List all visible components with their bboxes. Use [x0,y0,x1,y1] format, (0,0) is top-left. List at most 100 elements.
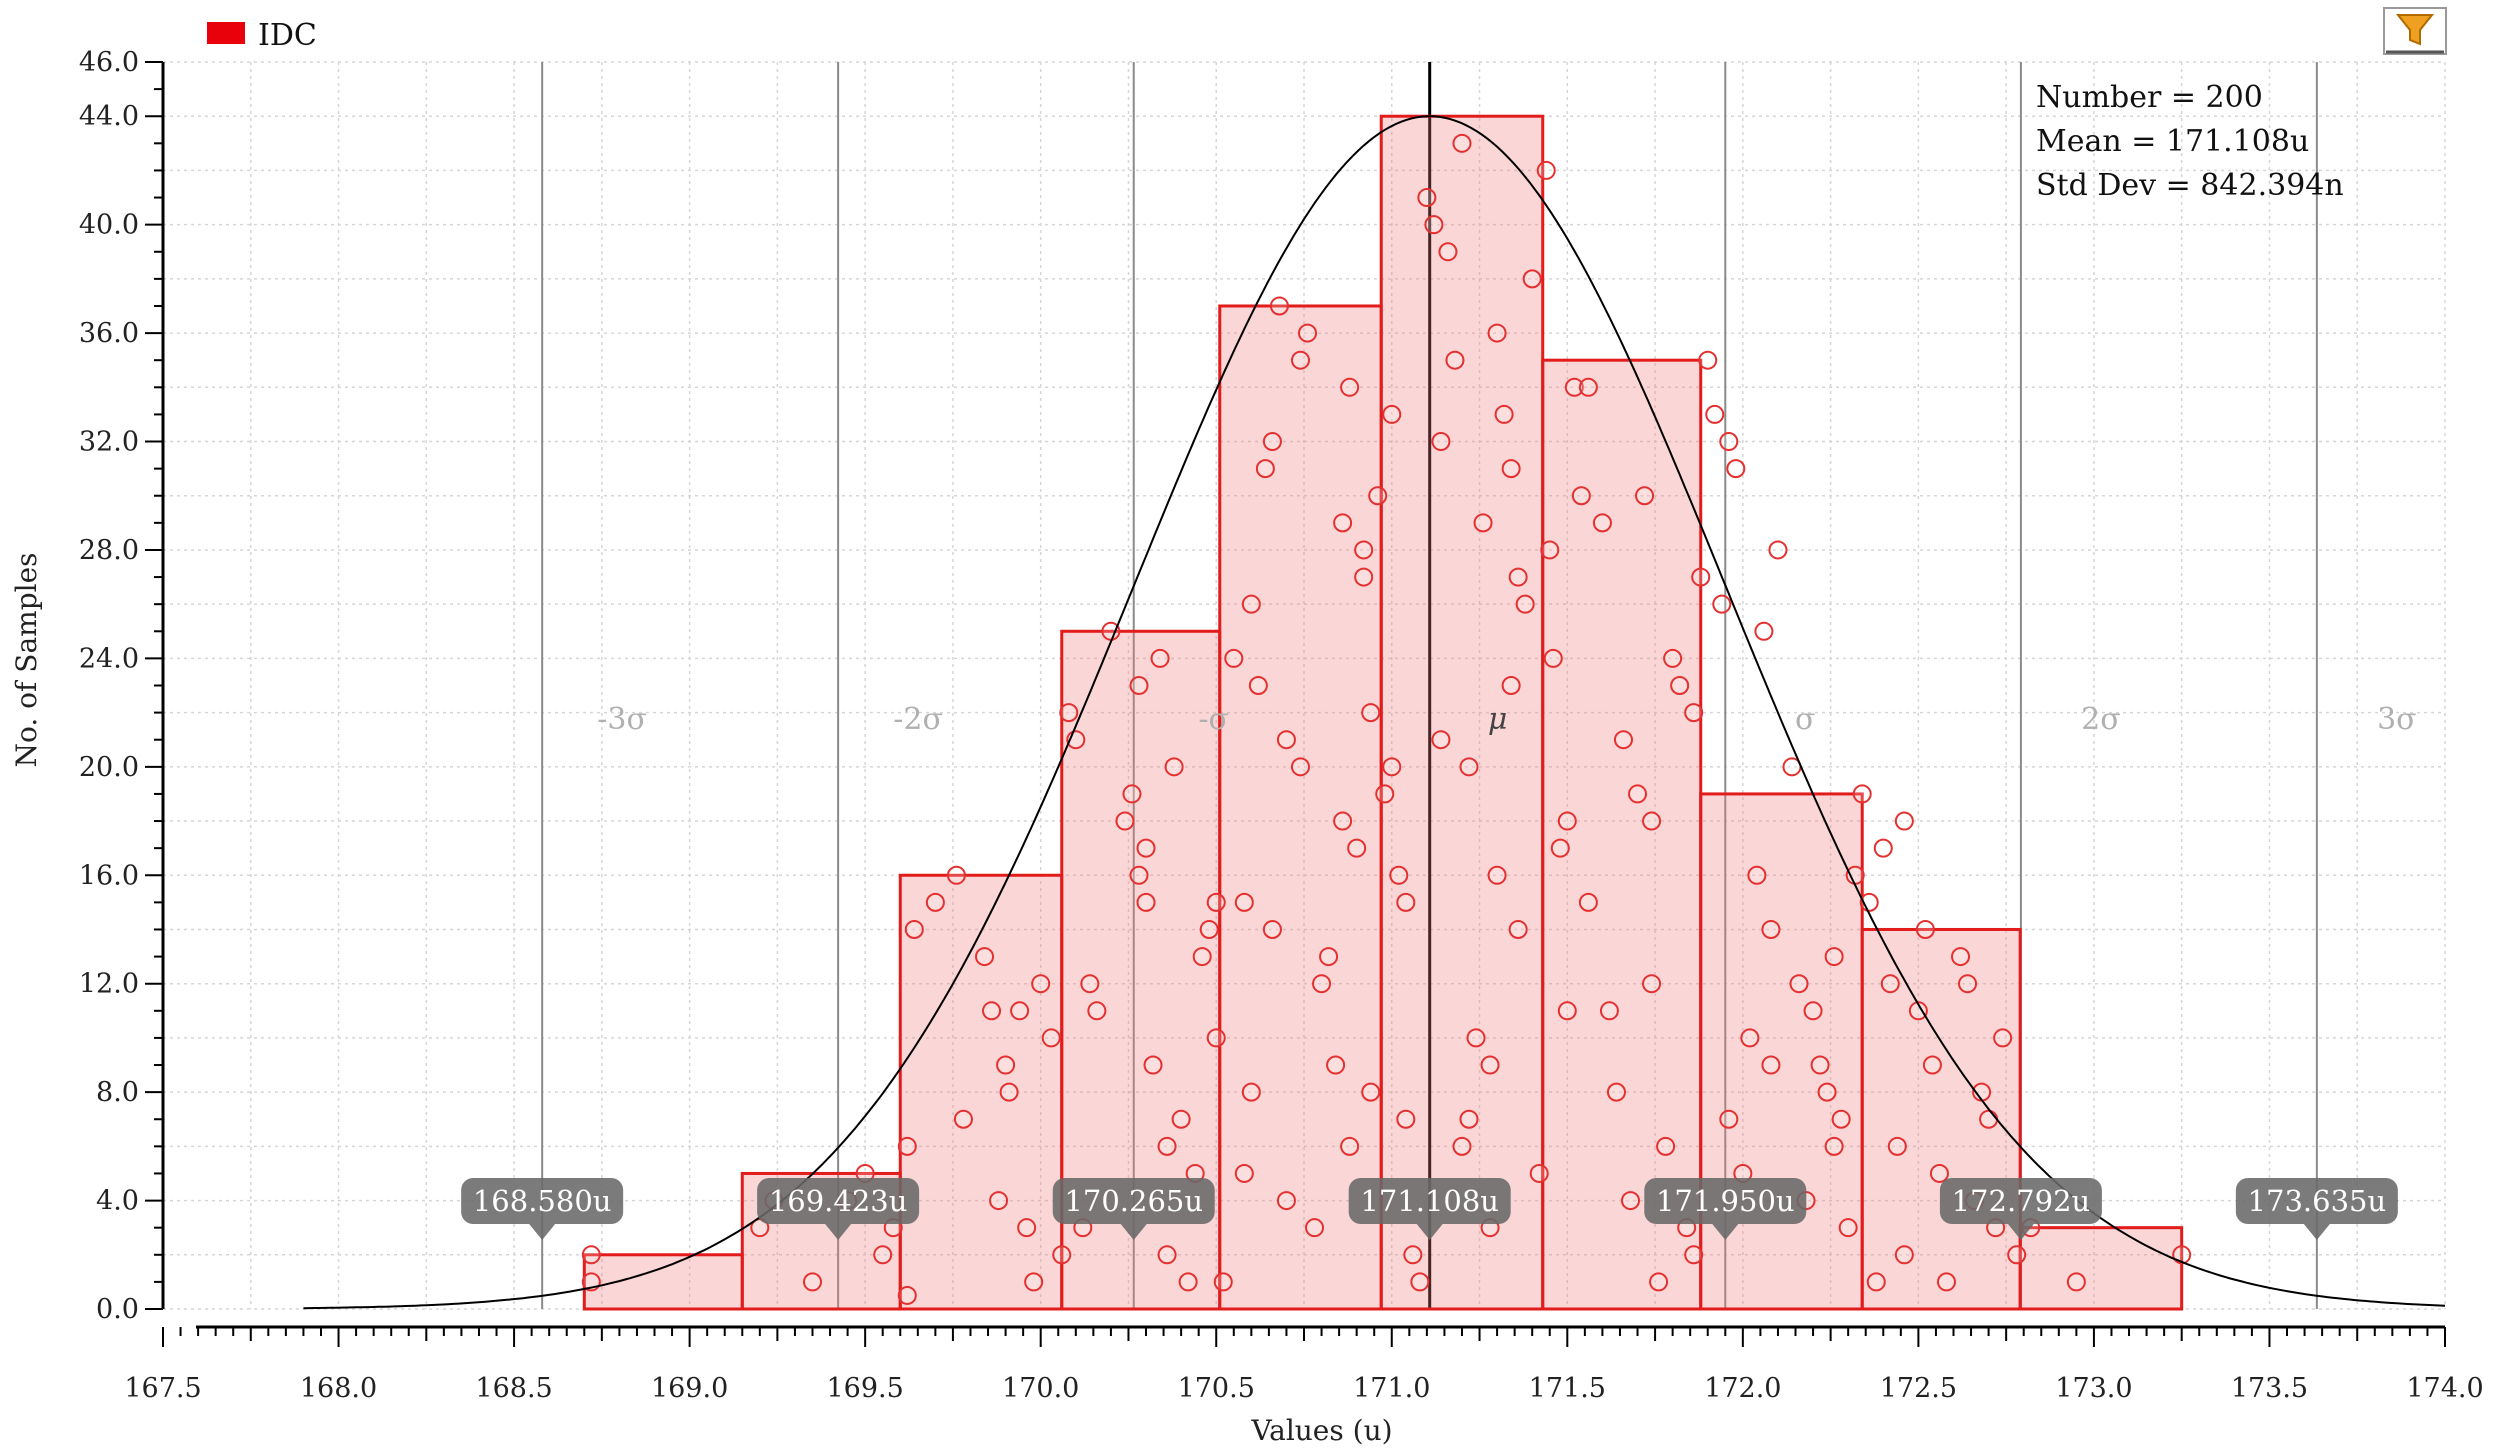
marker-pointer [1416,1224,1443,1240]
marker-pointer [825,1224,852,1240]
sample-point [873,1245,893,1265]
marker-box [1644,1178,1807,1224]
sample-point [1522,269,1542,289]
sample-point [1319,947,1339,967]
sample-point [1515,594,1535,614]
y-tick-label: 40.0 [79,210,139,241]
y-tick-label: 8.0 [96,1077,139,1108]
marker-value: 171.950u [1656,1184,1795,1218]
sample-point [1375,784,1395,804]
sample-point [1410,1272,1430,1292]
sample-point [1691,567,1711,587]
sample-point [1262,919,1282,939]
sample-point [1719,432,1739,452]
y-tick-label: 0.0 [96,1294,139,1325]
sample-point [1354,540,1374,560]
sample-point [802,1272,822,1292]
sample-point [1936,1272,1956,1292]
sample-point [1333,811,1353,831]
sample-point [1396,1109,1416,1129]
sample-point [1578,892,1598,912]
sample-point [904,919,924,939]
sample-point [1143,1055,1163,1075]
sample-point [1466,1028,1486,1048]
sample-point [1059,703,1079,723]
sample-point [2172,1245,2192,1265]
marker-box [1939,1178,2102,1224]
y-tick-label: 16.0 [79,860,139,891]
x-tick-label: 173.5 [2231,1373,2308,1404]
sample-point [1199,919,1219,939]
sample-point [1052,1245,1072,1265]
sample-point [1431,730,1451,750]
legend-label: IDC [258,18,317,53]
sample-point [1557,1001,1577,1021]
sample-point [1305,1218,1325,1238]
y-tick-label: 44.0 [79,101,139,132]
sample-point [1887,1136,1907,1156]
sample-point [1838,1218,1858,1238]
marker-value: 172.792u [1952,1184,2091,1218]
sample-point [1459,1109,1479,1129]
sigma-label: -2σ [893,702,943,737]
histogram-bar [1541,358,1703,1311]
sample-point [1508,567,1528,587]
sigma-label: -σ [1198,702,1229,737]
sample-point [1234,1163,1254,1183]
y-tick-label: 32.0 [79,427,139,458]
sample-point [1010,1001,1030,1021]
histogram-bar [1218,304,1383,1311]
sample-point [1712,594,1732,614]
sample-point [1550,838,1570,858]
sample-point [1922,1055,1942,1075]
sample-point [1642,811,1662,831]
sample-point [1276,730,1296,750]
sample-point [1241,594,1261,614]
x-tick-label: 172.5 [1880,1373,1957,1404]
sample-point [1157,1136,1177,1156]
sample-point [1831,1109,1851,1129]
sample-point [1621,1191,1641,1211]
sample-point [1951,947,1971,967]
marker-box [461,1178,624,1224]
x-tick-label: 169.5 [827,1373,904,1404]
filter-icon[interactable] [2383,7,2447,55]
x-tick-label: 168.5 [475,1373,552,1404]
sample-point [982,1001,1002,1021]
x-tick-label: 171.0 [1353,1373,1430,1404]
sample-point [1663,648,1683,668]
sample-point [1241,1082,1261,1102]
y-tick-label: 28.0 [79,535,139,566]
sample-point [1635,486,1655,506]
sample-point [1150,648,1170,668]
sample-point [1164,757,1184,777]
sample-point [1403,1245,1423,1265]
sample-point [1705,404,1725,424]
sample-point [1157,1245,1177,1265]
x-tick-label: 173.0 [2055,1373,2132,1404]
sigma-value-marker: 171.950u [1644,1178,1807,1240]
x-tick-label: 172.0 [1704,1373,1781,1404]
sample-point [1761,1055,1781,1075]
sample-point [1347,838,1367,858]
sample-point [1501,676,1521,695]
sample-point [989,1191,1009,1211]
legend[interactable]: IDC [207,18,317,53]
sample-point [1536,160,1556,180]
histogram-bar [2018,1226,2184,1311]
sample-point [1761,919,1781,939]
sample-point [1017,1218,1037,1238]
sigma-value-marker: 172.792u [1939,1178,2102,1240]
stat-mean: Mean = 171.108u [2036,124,2309,159]
sample-point [1389,865,1409,885]
sample-point [1424,215,1444,235]
sample-point [1031,974,1051,994]
stat-number: Number = 200 [2036,80,2263,115]
sample-point [897,1136,917,1156]
sample-point [1262,432,1282,452]
sample-point [1080,974,1100,994]
stat-std-dev: Std Dev = 842.394n [2036,168,2344,203]
sample-point [1445,350,1465,370]
sample-point [1431,432,1451,452]
sample-point [1564,377,1584,397]
